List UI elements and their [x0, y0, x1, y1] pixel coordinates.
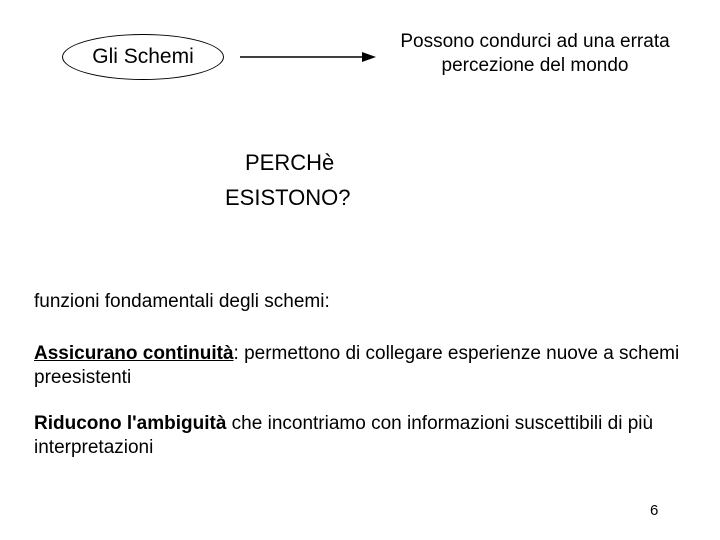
heading-line1: PERCHè: [225, 145, 351, 180]
heading-line2: ESISTONO?: [225, 180, 351, 215]
item1-bold: Assicurano continuità: [34, 343, 234, 364]
item-2: Riducono l'ambiguità che incontriamo con…: [34, 412, 694, 460]
item-1: Assicurano continuità: permettono di col…: [34, 342, 694, 390]
item2-bold: Riducono l'ambiguità: [34, 413, 226, 434]
heading-block: PERCHè ESISTONO?: [225, 145, 351, 215]
page-number: 6: [650, 502, 658, 519]
intro-text: funzioni fondamentali degli schemi:: [34, 290, 330, 314]
target-line2: percezione del mondo: [380, 54, 690, 78]
intro-span: funzioni fondamentali degli schemi:: [34, 291, 330, 312]
slide: Gli Schemi Possono condurci ad una errat…: [0, 0, 720, 540]
target-line1: Possono condurci ad una errata: [380, 30, 690, 54]
arrow-target-text: Possono condurci ad una errata percezion…: [380, 30, 690, 78]
